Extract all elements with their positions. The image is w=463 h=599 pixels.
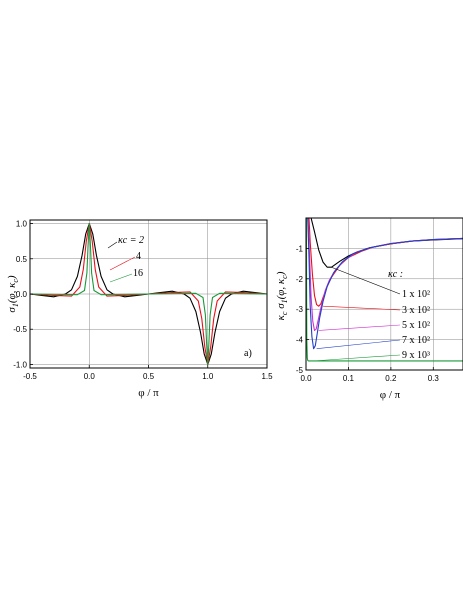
panel-a-y-axis-label: σ1(φ, κc) (6, 275, 20, 313)
panel-b-frame (305, 217, 463, 371)
legend-entry: 1 x 10² (402, 289, 430, 300)
panel-b-y-tick-label: -2 (296, 275, 304, 284)
panel-b-x-tick-label: 0.0 (300, 374, 312, 383)
legend-leader-line (316, 339, 401, 350)
panel-b-y-tick-label: -4 (296, 336, 304, 345)
panel-a-series (30, 222, 267, 366)
panel-a-x-tick-label: 0.5 (143, 372, 155, 381)
annotation-line-kappa16 (109, 273, 133, 283)
panel-b-y-tick-label: -3 (296, 305, 304, 314)
legend-entry: 7 x 10² (402, 335, 430, 346)
panel-a-ticks: -0.5 0.0 0.5 1.0 1.5 -1.0 -0.5 0.0 0.5 1.0 (13, 220, 273, 381)
panel-b-x-tick-label: 0.3 (428, 374, 440, 383)
chart-panel-a: -0.5 0.0 0.5 1.0 1.5-1.0-0.50.00.51.0 φ / π … (6, 219, 273, 399)
annotation-line-kappa4 (109, 256, 136, 271)
panel-b-x-axis-label: φ / π (380, 389, 401, 401)
panel-b-x-tick-label: 0.1 (343, 374, 355, 383)
annotation-line-kappa2 (107, 241, 118, 249)
panel-a-y-tick-label: -0.5 (13, 325, 27, 334)
legend-entry: 5 x 10² (402, 320, 430, 331)
panel-a-x-tick-label: 1.0 (202, 372, 214, 381)
legend-title: κc : (388, 269, 403, 280)
panel-a-y-tick-label: -1.0 (13, 360, 27, 369)
legend-leader-line (322, 305, 401, 311)
panel-a-y-tick-label: 0.0 (16, 290, 28, 299)
legend-entry: 3 x 10² (402, 305, 430, 316)
panel-b-y-axis-label: κc σ1(φ, κc) (275, 271, 289, 320)
panel-b-series (306, 218, 463, 362)
panel-b-legend: κc : 1 x 10² 3 x 10² 5 x 10² 7 x 10² 9 x 10³ (314, 266, 430, 362)
annotation-kappa-2: κc = 2 (118, 235, 144, 246)
legend-entry: 9 x 10³ (402, 350, 430, 361)
panel-a-series-line-2 (30, 222, 267, 366)
chart-panel-b: 0.0 0.1 0.2 0.3 -5 -4 -3 -2 -1 φ / π κc σ1(φ, κc… (275, 217, 463, 401)
annotation-kappa-16: 16 (133, 268, 143, 279)
panel-b-series-line-4 (306, 218, 463, 362)
panel-a-x-tick-label: 0.0 (84, 372, 96, 381)
panel-a-x-tick-label: -0.5 (23, 372, 37, 381)
annotation-kappa-4: 4 (136, 251, 141, 262)
legend-leader-line (318, 324, 401, 331)
panel-a-x-axis-label: φ / π (138, 387, 159, 399)
panel-a-y-tick-label: 1.0 (16, 220, 28, 229)
legend-leader-line (331, 266, 401, 295)
panel-a-x-tick-label: 1.5 (261, 372, 273, 381)
panel-b-x-tick-label: 0.2 (385, 374, 397, 383)
panel-a-label: a) (244, 348, 252, 359)
panel-b-ticks: 0.0 0.1 0.2 0.3 -5 -4 -3 -2 -1 (296, 244, 440, 383)
panel-a-y-tick-label: 0.5 (16, 255, 28, 264)
legend-leader-line (314, 354, 401, 362)
panel-b-y-tick-label: -5 (296, 366, 304, 375)
panel-b-series-line-3 (307, 218, 463, 350)
panel-b-y-tick-label: -1 (296, 244, 304, 253)
